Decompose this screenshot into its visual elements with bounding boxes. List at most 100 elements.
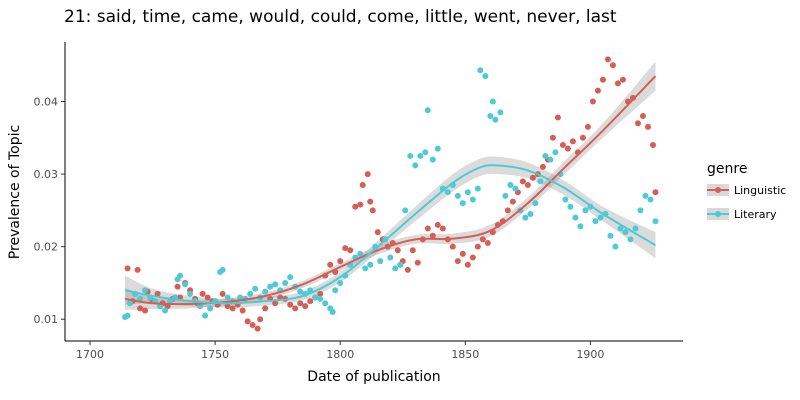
- data-point: [229, 305, 236, 312]
- data-point: [297, 300, 304, 307]
- data-point: [529, 174, 536, 181]
- data-point: [367, 261, 374, 268]
- data-point: [484, 240, 491, 247]
- data-point: [342, 245, 349, 252]
- x-tick-label: 1750: [201, 348, 229, 361]
- data-point: [454, 192, 461, 199]
- data-point: [572, 214, 579, 221]
- data-point: [332, 287, 339, 294]
- data-point: [397, 261, 404, 268]
- data-point: [262, 288, 269, 295]
- data-point: [607, 232, 614, 239]
- trend-line-literary: [124, 164, 656, 305]
- legend: genre Linguistic Literary: [707, 161, 786, 221]
- data-point: [174, 283, 181, 290]
- data-point: [512, 185, 519, 192]
- legend-key-point: [715, 211, 721, 217]
- data-point: [469, 254, 476, 261]
- data-point: [239, 307, 246, 314]
- x-tick-label: 1700: [76, 348, 104, 361]
- data-point: [532, 200, 539, 207]
- data-point: [632, 225, 639, 232]
- legend-title: genre: [707, 161, 747, 177]
- data-point: [417, 152, 424, 159]
- data-point: [527, 210, 534, 217]
- data-point: [374, 229, 381, 236]
- data-point: [162, 307, 169, 314]
- data-point: [142, 287, 149, 294]
- data-point: [609, 62, 616, 69]
- confidence-band-linguistic: [125, 61, 656, 310]
- y-tick-label: 0.01: [34, 313, 59, 326]
- data-point: [267, 283, 274, 290]
- data-point: [124, 312, 131, 319]
- data-point: [559, 142, 566, 149]
- data-point: [614, 80, 621, 87]
- data-point: [509, 198, 516, 205]
- data-point: [224, 303, 231, 310]
- data-point: [612, 243, 619, 250]
- data-point: [604, 56, 611, 63]
- data-point: [434, 145, 441, 152]
- data-point: [134, 266, 141, 273]
- data-point: [434, 221, 441, 228]
- data-point: [464, 261, 471, 268]
- data-point: [247, 290, 254, 297]
- data-point: [634, 120, 641, 127]
- data-point: [464, 189, 471, 196]
- data-point: [554, 114, 561, 121]
- trend-line-linguistic: [124, 75, 657, 306]
- data-point: [502, 192, 509, 199]
- data-point: [377, 258, 384, 265]
- data-point: [337, 258, 344, 265]
- data-point: [424, 107, 431, 114]
- plot-area: [122, 56, 659, 332]
- data-point: [292, 305, 299, 312]
- data-point: [594, 87, 601, 94]
- legend-label-literary: Literary: [734, 208, 777, 221]
- data-point: [589, 98, 596, 105]
- data-point: [312, 294, 319, 301]
- data-point: [474, 243, 481, 250]
- y-axis-title: Prevalence of Topic: [7, 125, 23, 259]
- data-point: [519, 178, 526, 185]
- data-point: [504, 207, 511, 214]
- data-point: [237, 294, 244, 301]
- data-point: [409, 247, 416, 254]
- data-point: [317, 290, 324, 297]
- data-point: [287, 274, 294, 281]
- data-point: [622, 229, 629, 236]
- data-point: [257, 316, 264, 323]
- data-point: [652, 218, 659, 225]
- data-point: [469, 196, 476, 203]
- data-point: [652, 189, 659, 196]
- data-point: [597, 214, 604, 221]
- data-point: [489, 98, 496, 105]
- data-point: [644, 123, 651, 130]
- data-point: [262, 305, 269, 312]
- data-point: [579, 134, 586, 141]
- x-tick-label: 1800: [326, 348, 354, 361]
- data-point: [124, 265, 131, 272]
- data-point: [199, 290, 206, 297]
- data-point: [642, 192, 649, 199]
- data-point: [637, 207, 644, 214]
- data-point: [454, 258, 461, 265]
- data-point: [444, 189, 451, 196]
- data-point: [459, 250, 466, 257]
- data-point: [177, 272, 184, 279]
- data-point: [402, 207, 409, 214]
- data-point: [549, 134, 556, 141]
- data-point: [497, 109, 504, 116]
- data-point: [219, 290, 226, 297]
- data-point: [567, 203, 574, 210]
- data-point: [542, 152, 549, 159]
- data-point: [564, 145, 571, 152]
- data-point: [547, 156, 554, 163]
- data-point: [224, 294, 231, 301]
- data-point: [272, 281, 279, 288]
- y-tick-label: 0.04: [34, 96, 59, 109]
- data-point: [204, 294, 211, 301]
- data-point: [474, 185, 481, 192]
- data-point: [562, 196, 569, 203]
